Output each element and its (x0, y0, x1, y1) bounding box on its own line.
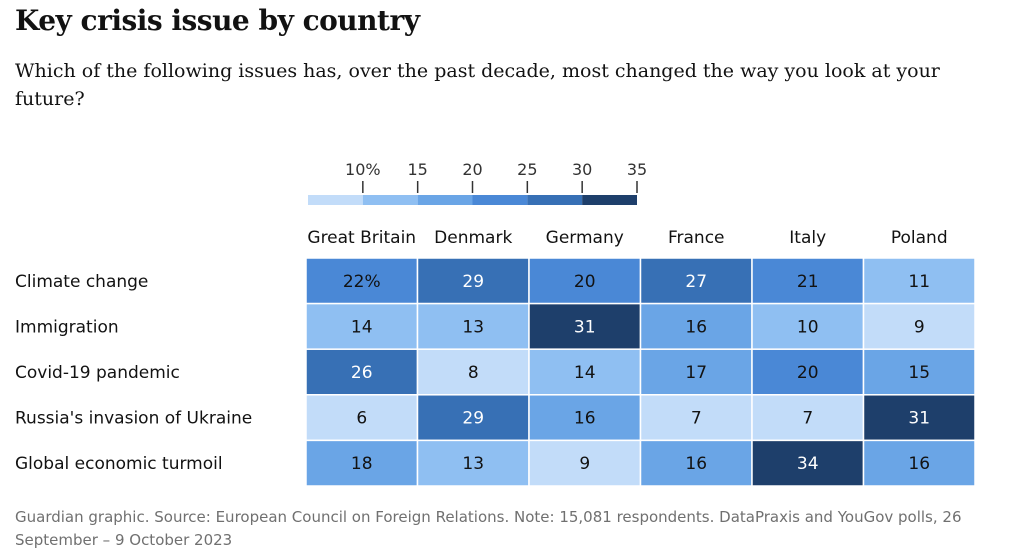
heatmap-cell (639, 348, 753, 396)
row-header: Immigration (15, 317, 119, 337)
cell-value-label: 17 (685, 363, 707, 383)
chart-subtitle: Which of the following issues has, over … (15, 60, 940, 110)
cell-value-label: 29 (462, 409, 484, 429)
cell-value-label: 16 (685, 317, 707, 337)
legend-swatch (417, 195, 473, 205)
column-header: Germany (546, 228, 624, 248)
cell-value-label: 13 (462, 317, 484, 337)
heatmap-cell (416, 439, 530, 487)
chart-title: Key crisis issue by country (15, 4, 420, 37)
legend-swatch (308, 195, 363, 205)
legend-swatch (472, 195, 528, 205)
row-header: Global economic turmoil (15, 454, 223, 474)
legend-tick-label: 35 (627, 160, 647, 179)
cell-value-label: 15 (908, 363, 930, 383)
heatmap-cell (639, 302, 753, 350)
heatmap-cell (305, 439, 419, 487)
column-header: Denmark (434, 228, 512, 248)
legend-swatch (582, 195, 637, 205)
cell-value-label: 27 (685, 272, 707, 292)
legend-tick-label: 10% (345, 160, 381, 179)
cell-value-label: 20 (797, 363, 819, 383)
heatmap-cell (528, 348, 642, 396)
cell-value-label: 6 (356, 409, 367, 429)
heatmap-cell (862, 394, 976, 442)
heatmap-cell (862, 439, 976, 487)
cell-value-label: 9 (579, 454, 590, 474)
cell-value-label: 18 (351, 454, 373, 474)
color-legend: 10% 15 20 25 30 35 (308, 160, 647, 205)
row-header: Russia's invasion of Ukraine (15, 409, 252, 429)
heatmap-cell (751, 439, 865, 487)
heatmap-cell (639, 394, 753, 442)
column-header: Poland (891, 228, 948, 248)
heatmap-cell (416, 348, 530, 396)
legend-tick-label: 30 (572, 160, 592, 179)
heatmap-cell (751, 348, 865, 396)
heatmap-cell (305, 348, 419, 396)
cell-value-label: 7 (691, 409, 702, 429)
heatmap-cell (528, 439, 642, 487)
cell-value-label: 7 (802, 409, 813, 429)
cell-value-label: 29 (462, 272, 484, 292)
legend-tick-label: 25 (517, 160, 537, 179)
cell-value-label: 9 (914, 317, 925, 337)
cell-value-label: 16 (908, 454, 930, 474)
cell-value-label: 10 (797, 317, 819, 337)
source-note: Guardian graphic. Source: European Counc… (15, 508, 962, 549)
cell-value-label: 34 (797, 454, 819, 474)
heatmap-cell (862, 348, 976, 396)
column-header: Great Britain (307, 228, 416, 248)
row-header: Climate change (15, 272, 148, 292)
heatmap-chart: 10% 15 20 25 30 35 Great Britain Denmark Germany… (15, 160, 976, 487)
cell-value-label: 11 (908, 272, 930, 292)
legend-tick-label: 20 (462, 160, 482, 179)
cell-value-label: 31 (574, 317, 596, 337)
heatmap-cell (862, 257, 976, 305)
column-header: Italy (789, 228, 826, 248)
cell-value-label: 14 (351, 317, 373, 337)
legend-swatch (362, 195, 418, 205)
cell-value-label: 31 (908, 409, 930, 429)
cell-value-label: 16 (574, 409, 596, 429)
heatmap-cell (751, 257, 865, 305)
heatmap-cell (305, 394, 419, 442)
heatmap-cell (305, 302, 419, 350)
legend-swatch (527, 195, 583, 205)
cell-value-label: 20 (574, 272, 596, 292)
heatmap-cell (639, 439, 753, 487)
row-header: Covid-19 pandemic (15, 363, 180, 383)
cell-value-label: 13 (462, 454, 484, 474)
cell-value-label: 14 (574, 363, 596, 383)
cell-value-label: 26 (351, 363, 373, 383)
cell-value-label: 21 (797, 272, 819, 292)
cell-value-label: 22% (343, 272, 381, 292)
cell-value-label: 16 (685, 454, 707, 474)
cell-value-label: 8 (468, 363, 479, 383)
legend-tick-label: 15 (407, 160, 427, 179)
column-header: France (668, 228, 725, 248)
